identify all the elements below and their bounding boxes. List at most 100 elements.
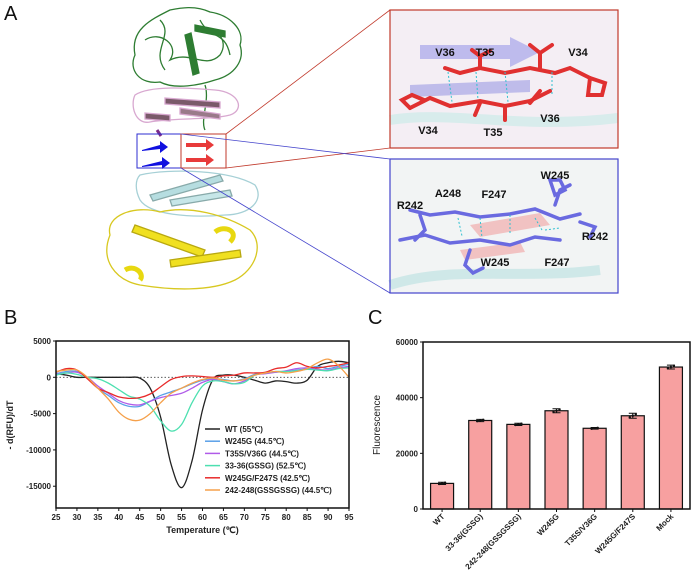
hydrogen-bonds-red: [447, 71, 553, 103]
series-line: [55, 362, 350, 400]
inset-bottom-label: F247: [481, 189, 506, 201]
series-line: [55, 358, 350, 422]
protein-structure: [106, 6, 391, 294]
x-tick-label: 70: [240, 513, 249, 522]
y-axis-title: - d(RFU)/dT: [5, 400, 15, 449]
x-tick-label: 33-36(GSSG): [444, 512, 485, 553]
inset-top-label: T35: [476, 47, 495, 59]
y-tick-label: 60000: [396, 338, 419, 347]
x-tick-label: 35: [93, 513, 102, 522]
y-tick-label: 0: [47, 373, 52, 382]
data-point: [631, 414, 634, 417]
zoom-line-red-top: [225, 9, 391, 135]
inset-blue: W245 A248 F247 R242 R242 W245 F247: [388, 158, 619, 294]
y-tick-label: 5000: [33, 337, 51, 346]
zoom-line-blue-top: [180, 133, 391, 160]
domain-yellow: [106, 209, 258, 290]
data-point: [558, 408, 561, 411]
data-point: [482, 418, 485, 422]
legend-label: W245G/F247S (42.5℃): [225, 474, 310, 483]
series-line: [55, 360, 350, 489]
x-tick-label: 60: [198, 513, 207, 522]
data-point: [634, 413, 637, 416]
x-tick-label: W245G/F247S: [593, 512, 637, 556]
x-tick-label: Mock: [655, 512, 676, 533]
bar: [429, 482, 455, 510]
x-tick-label: 45: [135, 513, 144, 522]
y-axis-title: Fluorescence: [372, 395, 383, 455]
x-tick-label: 90: [324, 513, 333, 522]
stick-model-red: [398, 43, 608, 122]
data-point: [672, 364, 676, 368]
domain-cyan: [135, 170, 259, 217]
data-point: [479, 419, 482, 422]
inset-bottom-label: W245: [541, 170, 570, 182]
legend-label: WT (55℃): [225, 425, 263, 434]
data-point: [555, 409, 558, 412]
inset-top-label: V34: [418, 125, 438, 137]
inset-bottom-label: R242: [582, 231, 608, 243]
legend-label: 242-248(GSSGSSG) (44.5℃): [225, 486, 332, 495]
panel-label-b: B: [4, 307, 17, 329]
x-tick-label: 80: [282, 513, 291, 522]
y-tick-label: 40000: [396, 394, 419, 403]
bar: [544, 410, 569, 510]
domain-green: [132, 6, 242, 131]
x-tick-label: 75: [261, 513, 270, 522]
inset-bottom-label: W245: [481, 257, 510, 269]
inset-top-label: V36: [435, 47, 455, 59]
x-tick-label: 55: [177, 513, 186, 522]
inset-top-label: V36: [540, 113, 560, 125]
data-point: [593, 427, 596, 430]
inset-top-label: T35: [484, 127, 503, 139]
x-tick-label: 40: [114, 513, 123, 522]
inset-top-label: V34: [568, 47, 588, 59]
strands-center: [142, 129, 214, 169]
bar: [582, 427, 607, 510]
x-tick-label: 30: [72, 513, 81, 522]
x-tick-label: 95: [345, 513, 354, 522]
zoom-line-red-bottom: [225, 147, 391, 169]
legend-label: T35S/V36G (44.5℃): [225, 449, 299, 458]
data-point: [628, 416, 631, 419]
inset-bottom-label: R242: [397, 200, 423, 212]
data-point: [596, 426, 599, 429]
hydrogen-bonds-blue: [457, 215, 561, 239]
y-tick-label: -5000: [31, 410, 52, 419]
y-tick-label: -15000: [26, 482, 51, 491]
x-axis-title: Temperature (℃): [166, 525, 238, 535]
y-tick-label: -10000: [26, 446, 51, 455]
x-tick-label: T35S/V36G: [563, 512, 599, 548]
inset-red: V36 T35 V34 V34 T35 V36: [389, 9, 619, 149]
data-point: [590, 427, 593, 430]
panel-label-a: A: [4, 3, 18, 25]
x-tick-label: 85: [303, 513, 312, 522]
data-point: [552, 410, 555, 414]
y-tick-label: 20000: [396, 449, 419, 458]
data-point: [669, 365, 673, 369]
legend-label: W245G (44.5℃): [225, 437, 285, 446]
data-point: [514, 423, 517, 427]
x-tick-label: W245G: [535, 512, 561, 538]
melt-curve-chart: 25 30 35 40 45 50 55 60 65 70 75 80 85 90 95 5000 0 -5000…: [5, 337, 354, 535]
inset-bottom-label: A248: [435, 188, 461, 200]
legend-label: 33-36(GSSG) (52.5℃): [225, 462, 306, 471]
bar: [506, 423, 531, 510]
x-tick-label: 50: [156, 513, 165, 522]
data-point: [443, 481, 447, 484]
stick-model-blue: [398, 178, 598, 276]
panel-label-c: C: [368, 307, 382, 329]
inset-bottom-label: F247: [544, 257, 569, 269]
data-point: [666, 367, 670, 370]
data-point: [517, 423, 520, 426]
bar: [468, 419, 493, 510]
x-tick-label: WT: [431, 512, 446, 527]
zoom-line-blue-bottom: [180, 167, 391, 294]
data-point: [440, 482, 444, 485]
highlight-box-red: [180, 133, 227, 169]
y-tick-label: 0: [414, 505, 419, 514]
bar: [620, 415, 645, 510]
data-point: [520, 422, 523, 425]
